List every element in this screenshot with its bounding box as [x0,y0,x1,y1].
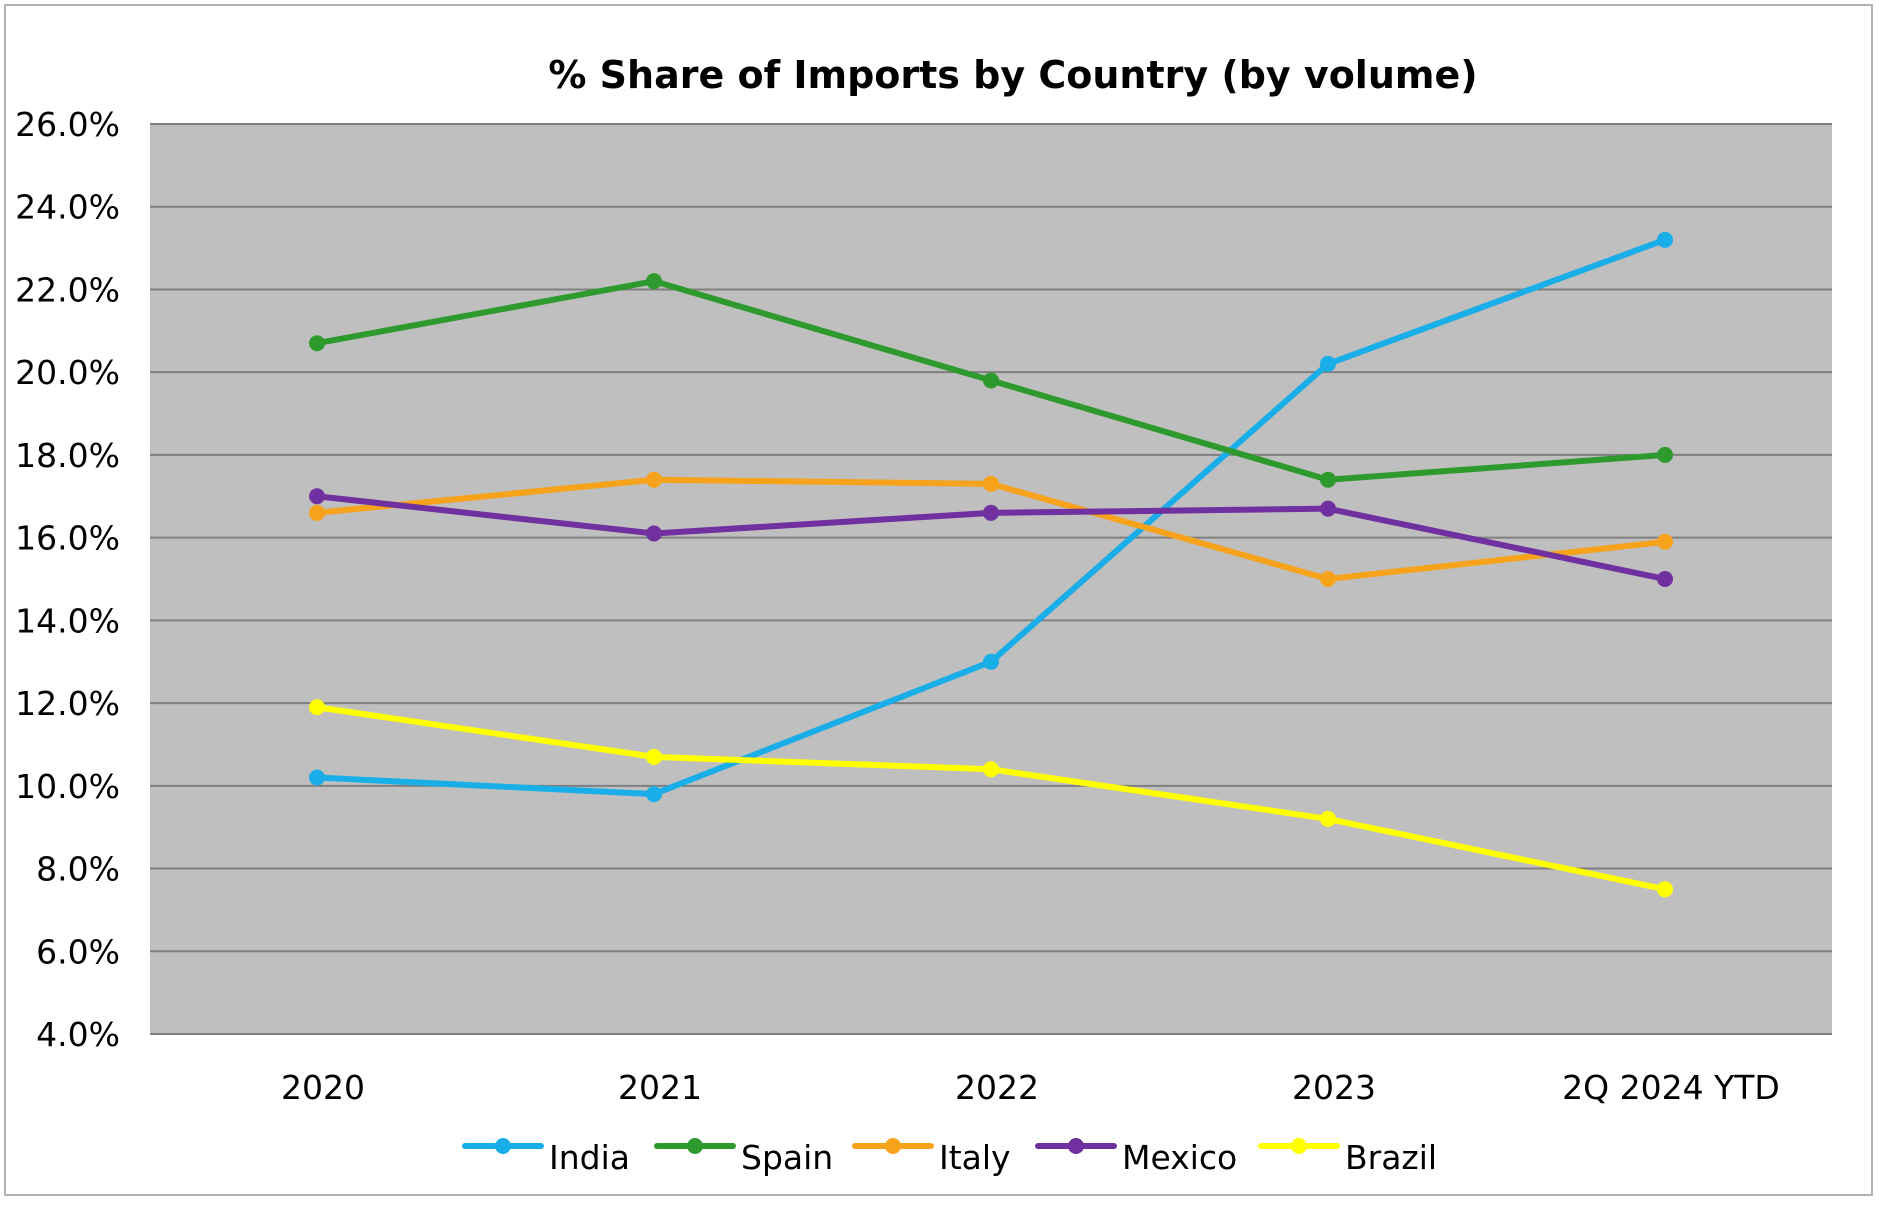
data-point [1657,446,1673,463]
series-italy [309,471,1673,587]
legend-item-india[interactable]: India [462,1138,630,1177]
x-tick-label: 2022 [955,1068,1039,1107]
x-tick-label: 2020 [281,1068,365,1107]
data-point [1320,471,1336,488]
data-point [983,372,999,389]
data-point [1320,810,1336,827]
data-point [646,471,662,488]
y-tick-label: 16.0% [15,519,120,558]
y-tick-label: 24.0% [15,188,120,227]
data-point [983,504,999,521]
legend-label: India [549,1138,630,1177]
data-point [983,475,999,492]
data-point [309,504,325,521]
series-brazil [309,699,1673,898]
y-tick-label: 22.0% [15,270,120,309]
legend[interactable]: India Spain Italy Mexico Brazil [462,1138,1437,1177]
data-point [309,335,325,352]
data-point [646,786,662,803]
data-point [1657,231,1673,248]
legend-item-mexico[interactable]: Mexico [1035,1138,1237,1177]
legend-swatch-marker [1068,1138,1084,1154]
data-point [646,273,662,290]
y-tick-label: 26.0% [15,105,120,144]
data-point [1657,533,1673,550]
data-point [1320,571,1336,587]
x-axis: 2020 2021 2022 2023 2Q 2024 YTD [281,1068,1780,1107]
legend-swatch-marker [687,1138,703,1154]
y-tick-label: 10.0% [15,767,120,806]
legend-swatch-marker [885,1138,901,1154]
legend-label: Spain [741,1138,833,1177]
y-axis: 4.0% 6.0% 8.0% 10.0% 12.0% 14.0% 16.0% 18.0% 20.… [15,105,120,1054]
data-point [309,699,325,716]
gridlines [150,123,1832,1035]
data-point [646,525,662,542]
plot-area [150,124,1832,1034]
data-point [1657,571,1673,587]
data-point [983,761,999,778]
data-point [983,653,999,670]
legend-item-spain[interactable]: Spain [654,1138,833,1177]
x-tick-label: 2Q 2024 YTD [1562,1068,1780,1107]
data-point [1320,500,1336,517]
data-point [309,769,325,786]
x-tick-label: 2021 [618,1068,702,1107]
legend-label: Italy [939,1138,1011,1177]
data-point [1320,355,1336,372]
y-tick-label: 12.0% [15,684,120,723]
y-tick-label: 18.0% [15,436,120,475]
y-tick-label: 20.0% [15,353,120,392]
y-tick-label: 14.0% [15,601,120,640]
data-point [1657,881,1673,898]
legend-label: Mexico [1122,1138,1237,1177]
legend-swatch-marker [1291,1138,1307,1154]
legend-item-italy[interactable]: Italy [852,1138,1011,1177]
y-tick-label: 8.0% [36,850,120,889]
series-mexico [309,488,1673,587]
y-tick-label: 6.0% [36,932,120,971]
series-spain [309,273,1673,488]
data-point [309,488,325,505]
x-tick-label: 2023 [1292,1068,1376,1107]
legend-swatch-marker [495,1138,511,1154]
series-layer [309,231,1673,898]
data-point [646,748,662,765]
chart-title: % Share of Imports by Country (by volume… [548,53,1477,97]
legend-label: Brazil [1345,1138,1437,1177]
legend-item-brazil[interactable]: Brazil [1258,1138,1437,1177]
y-tick-label: 4.0% [36,1015,120,1054]
series-india [309,231,1673,803]
